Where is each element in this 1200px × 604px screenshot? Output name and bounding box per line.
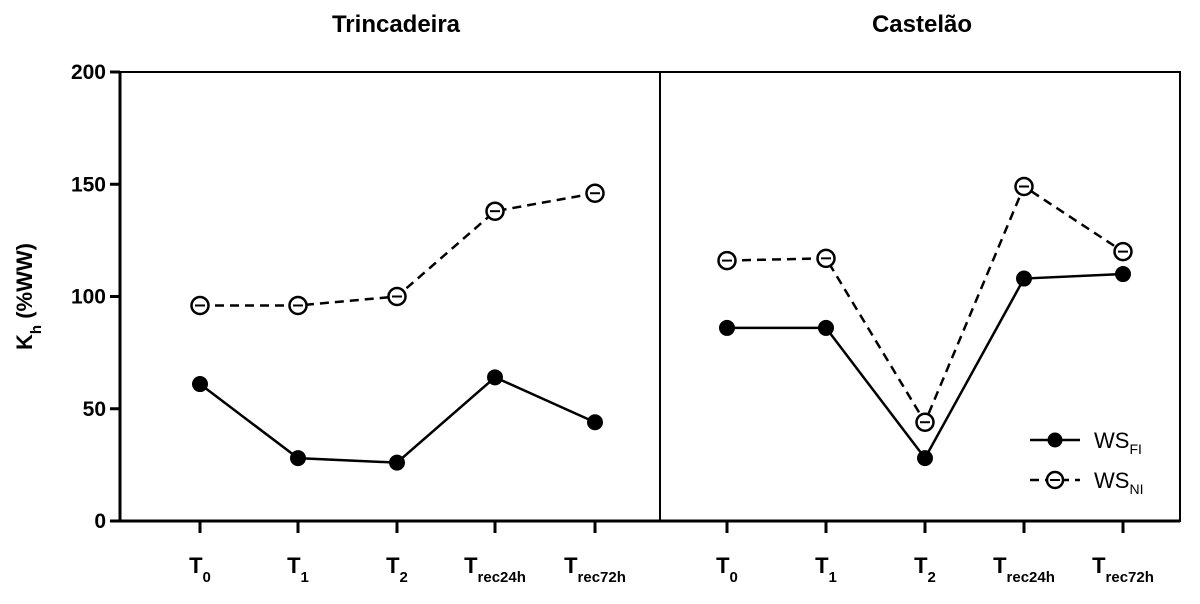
x-tick-label-sub: rec24h: [1007, 569, 1055, 586]
y-axis-label-sub: h: [28, 325, 45, 334]
legend-marker-fi: [1047, 432, 1063, 448]
x-tick-label-sub: rec24h: [478, 569, 526, 586]
x-tick-label-main: T: [914, 553, 928, 578]
series-line-fi: [199, 375, 596, 464]
legend-label-main: WS: [1094, 468, 1129, 493]
axes-layer: [110, 70, 1181, 533]
panel-title: Castelão: [872, 11, 972, 38]
x-tick-label-sub: 2: [928, 569, 936, 586]
x-tick-label: T0: [716, 553, 738, 586]
x-tick-label-sub: 2: [400, 569, 408, 586]
x-tick-label-main: T: [189, 553, 203, 578]
legend-label: WSFI: [1094, 428, 1142, 457]
x-tick-label-sub: 1: [829, 569, 837, 586]
legend-label-main: WS: [1094, 428, 1129, 453]
x-tick-label-sub: 0: [203, 569, 211, 586]
data-point-fi: [487, 369, 503, 386]
x-tick-label-main: T: [993, 553, 1007, 578]
x-tick-label: T2: [386, 553, 408, 586]
x-tick-label-main: T: [386, 553, 400, 578]
x-tick-label-main: T: [464, 553, 478, 578]
y-tick-label: 200: [71, 61, 106, 84]
series-line-ni: [726, 184, 1124, 425]
x-tick-label: Trec72h: [1092, 553, 1154, 586]
x-tick-label: T0: [189, 553, 211, 586]
x-tick-label-main: T: [564, 553, 578, 578]
x-tick-label: T1: [287, 553, 309, 586]
x-tick-label: T2: [914, 553, 936, 586]
x-tick-label-sub: rec72h: [1106, 569, 1154, 586]
y-axis-label: Kh (%WW): [12, 243, 45, 350]
y-tick-label: 0: [94, 510, 106, 533]
legend-label: WSNI: [1094, 468, 1143, 497]
x-tick-label-sub: 0: [730, 569, 738, 586]
y-tick-label: 150: [71, 173, 106, 196]
x-tick-label: Trec72h: [564, 553, 626, 586]
data-point-fi: [818, 319, 834, 336]
legend-label-sub: NI: [1129, 481, 1143, 497]
y-tick-label: 100: [71, 286, 106, 309]
x-tick-label-main: T: [1092, 553, 1106, 578]
x-tick-label-sub: rec72h: [578, 569, 626, 586]
data-point-fi: [719, 319, 735, 336]
x-tick-label: Trec24h: [464, 553, 526, 586]
data-point-fi: [290, 450, 306, 467]
x-tick-label: T1: [815, 553, 837, 586]
data-point-fi: [917, 450, 933, 467]
data-point-fi: [192, 376, 208, 393]
x-tick-label-main: T: [287, 553, 301, 578]
y-tick-label: 50: [83, 398, 106, 421]
x-tick-label-sub: 1: [301, 569, 309, 586]
y-axis-label-unit: (%WW): [12, 243, 37, 325]
data-point-fi: [1115, 266, 1131, 283]
y-axis-label-main: K: [12, 334, 37, 350]
plot-frame: [119, 71, 1181, 522]
data-point-fi: [1016, 270, 1032, 287]
series-layer: [190, 176, 1133, 471]
legend-label-sub: FI: [1129, 441, 1141, 457]
x-tick-label-main: T: [815, 553, 829, 578]
panel-title: Trincadeira: [332, 11, 461, 38]
data-point-fi: [389, 454, 405, 471]
x-tick-label: Trec24h: [993, 553, 1055, 586]
data-point-fi: [587, 414, 603, 431]
x-tick-label-main: T: [716, 553, 730, 578]
